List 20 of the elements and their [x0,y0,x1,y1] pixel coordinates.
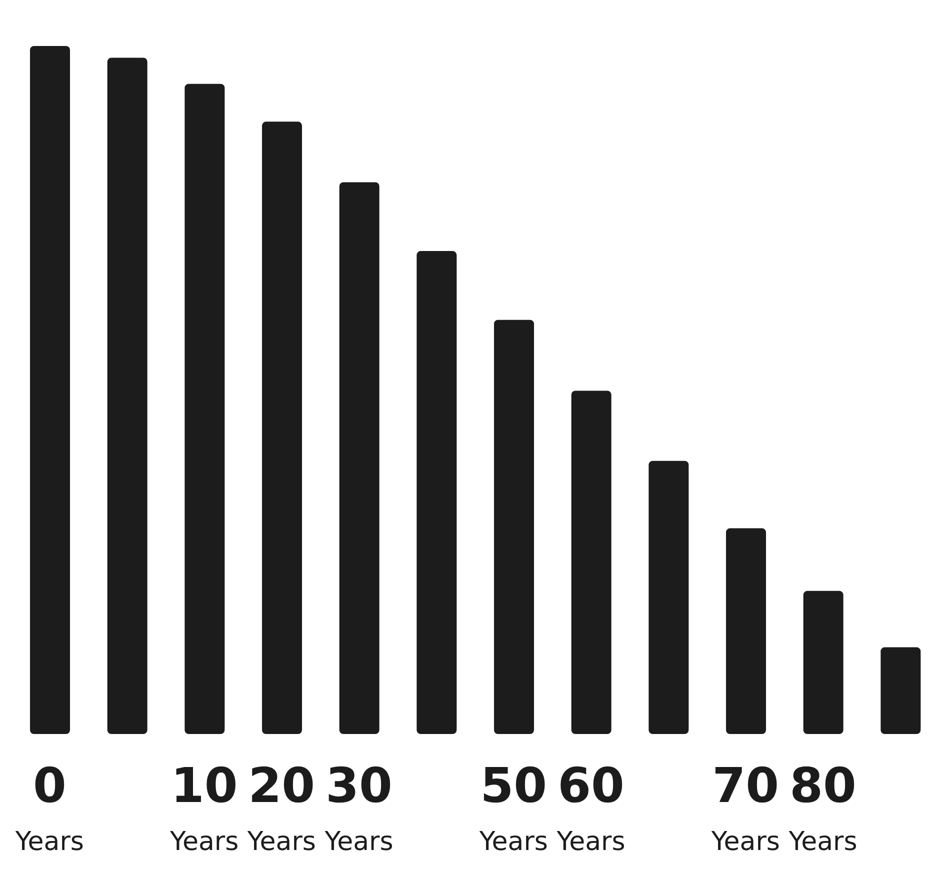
bar [184,84,225,734]
bar [30,46,70,734]
x-tick-label: 20 Years [246,758,316,857]
bar [571,390,612,734]
bar [416,251,457,734]
x-tick-label: 30 Years [324,758,394,857]
bar [339,182,380,734]
bar [648,460,689,734]
bar [107,58,148,734]
bar [494,320,534,734]
x-tick-label: 70 Years [710,758,780,857]
x-tick-label: 80 Years [788,758,858,857]
bar [803,590,844,734]
x-tick-label: 60 Years [556,758,626,857]
x-tick-label: 10 Years [169,758,239,857]
bar [726,528,766,734]
x-tick-label: 50 Years [478,758,548,857]
bar [262,122,302,734]
x-tick-label: 0 Years [14,758,84,857]
bar [880,647,921,734]
